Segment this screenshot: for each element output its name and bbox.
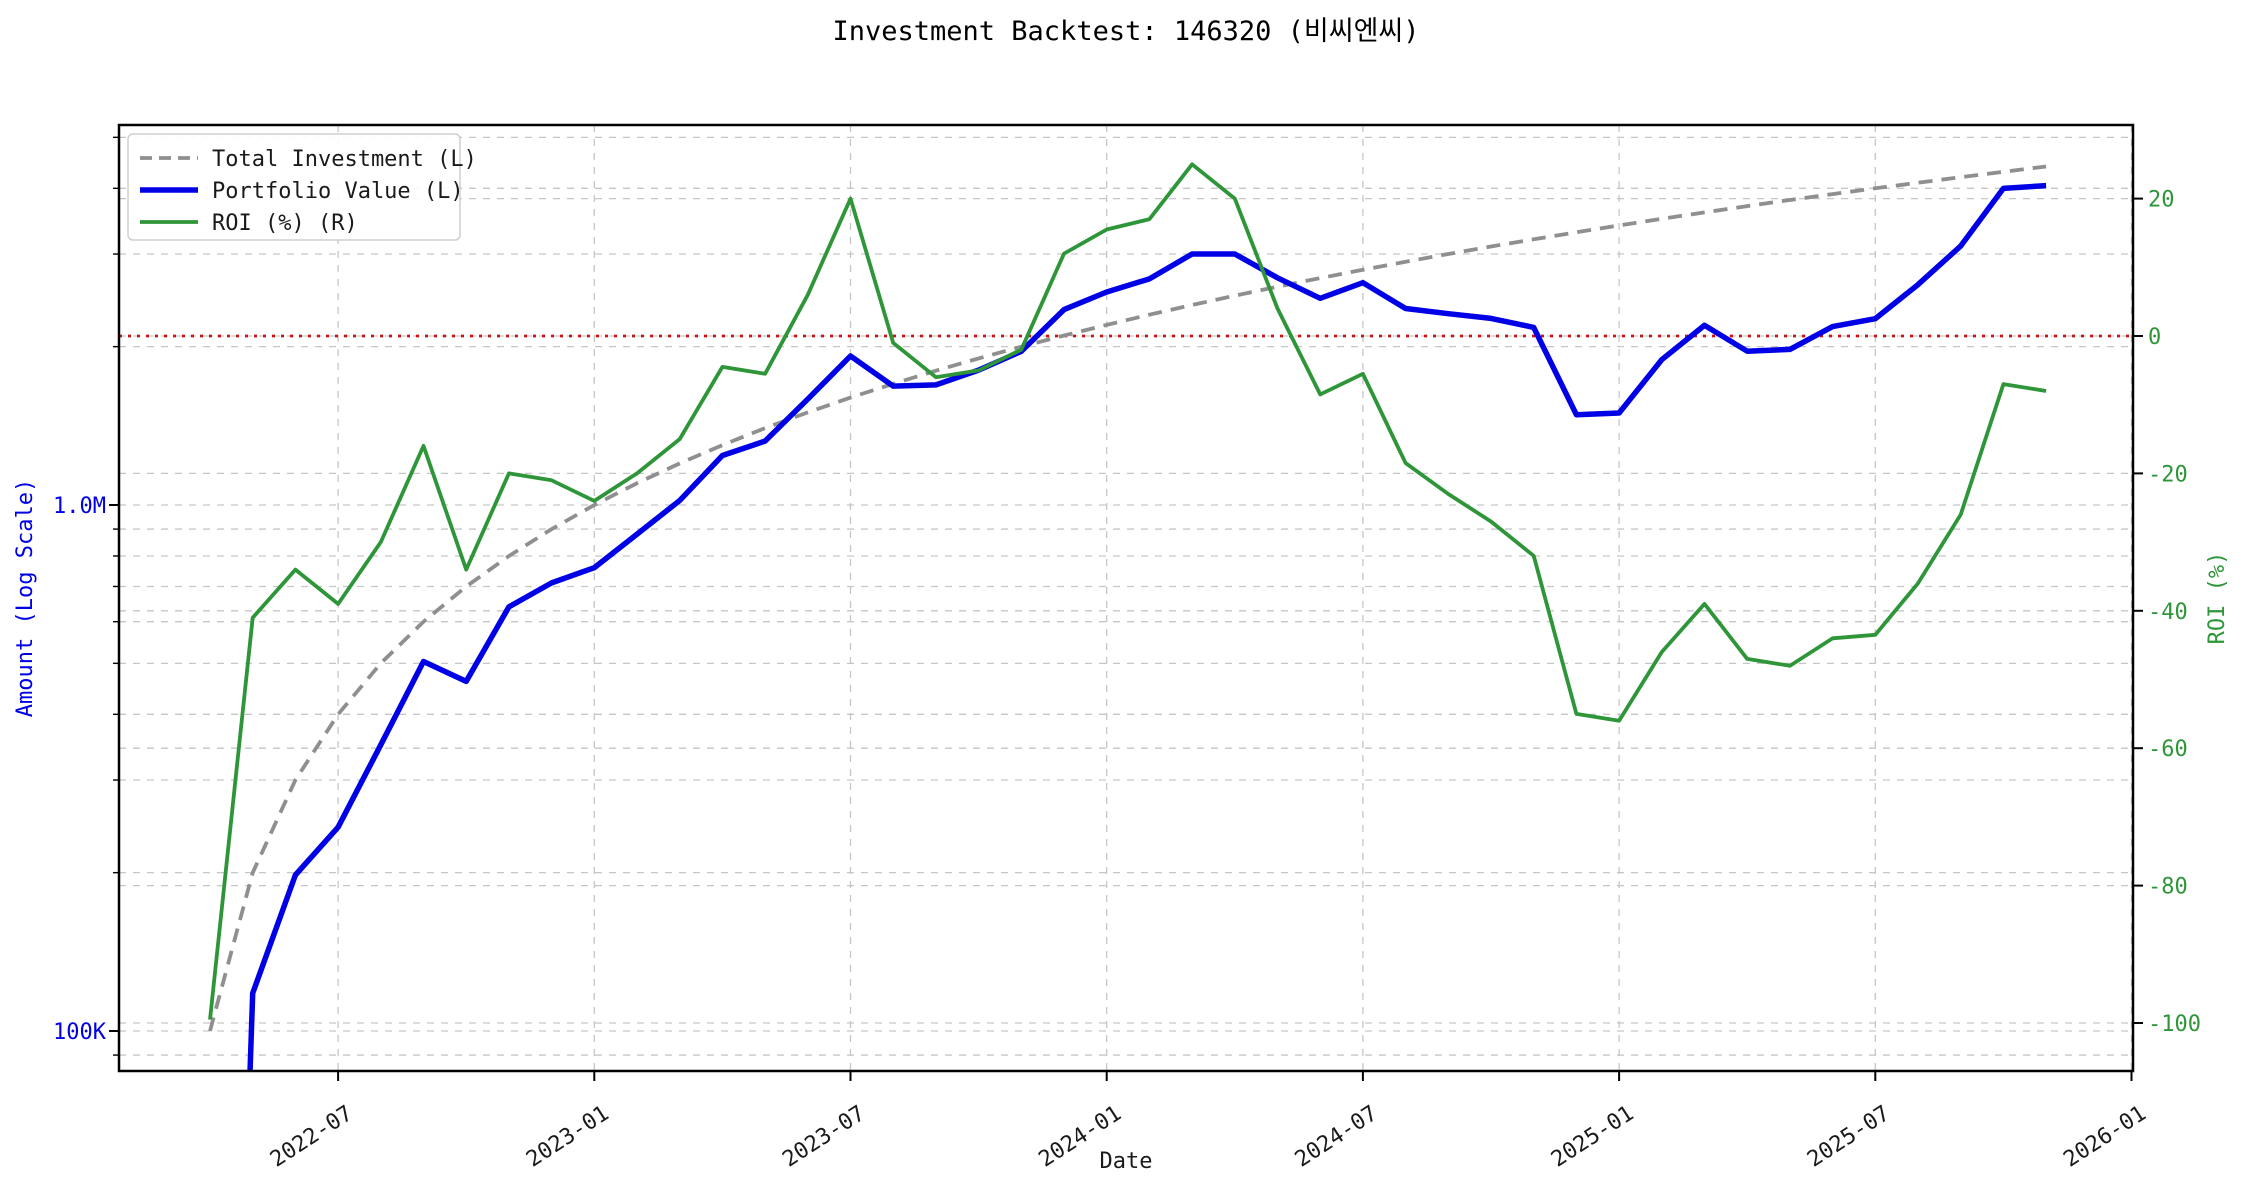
series-group: [208, 162, 2047, 1071]
right-tick-label: -60: [2148, 737, 2188, 762]
right-axis-label: ROI (%): [2205, 552, 2230, 645]
plot-area: [119, 125, 2133, 1071]
right-tick-label: -40: [2148, 600, 2188, 625]
legend-label: ROI (%) (R): [212, 211, 358, 236]
legend-label: Portfolio Value (L): [212, 179, 464, 204]
right-tick-label: 0: [2148, 325, 2161, 350]
right-tick-label: -80: [2148, 875, 2188, 900]
total-investment-line: [208, 164, 2047, 1032]
chart-title: Investment Backtest: 146320 (비씨엔씨): [832, 16, 1419, 47]
left-axis-label: Amount (Log Scale): [13, 479, 38, 717]
legend: Total Investment (L) Portfolio Value (L) R…: [127, 133, 477, 241]
tick-marks: [109, 136, 2143, 1081]
legend-label: Total Investment (L): [212, 147, 477, 172]
legend-box: [127, 133, 461, 241]
portfolio-value-line: [247, 182, 2047, 1071]
right-tick-label: 20: [2148, 188, 2175, 213]
left-tick-label: 1.0M: [53, 494, 106, 519]
left-tick-label: 100K: [53, 1020, 107, 1045]
right-tick-label: -100: [2148, 1012, 2201, 1037]
x-axis-label: Date: [1100, 1149, 1153, 1174]
right-tick-label: -20: [2148, 462, 2188, 487]
plot-frame: [117, 123, 2135, 1073]
roi-line: [208, 162, 2047, 1020]
